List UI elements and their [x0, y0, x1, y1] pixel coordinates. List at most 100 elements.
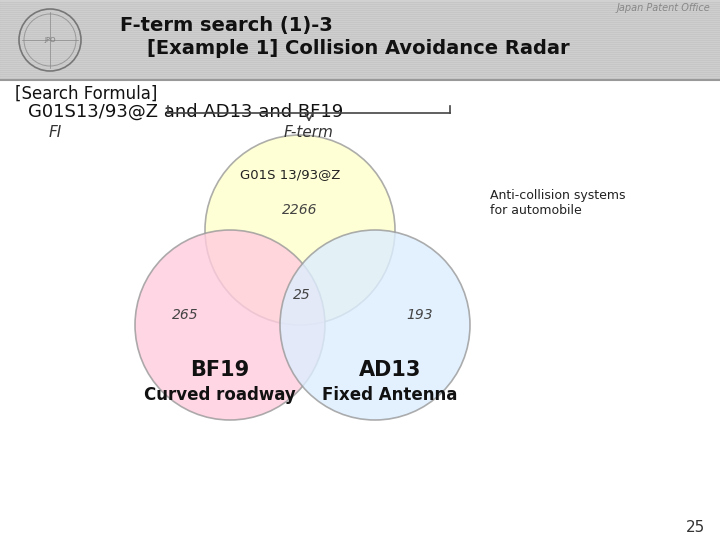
Text: 25: 25	[685, 520, 705, 535]
Bar	[0, 31, 720, 32]
Bar	[0, 68, 720, 69]
Text: F-term: F-term	[284, 125, 334, 140]
Bar	[0, 53, 720, 54]
Circle shape	[205, 135, 395, 325]
Text: Curved roadway: Curved roadway	[144, 386, 296, 404]
Bar	[0, 35, 720, 36]
Text: G01S13/93@Z and AD13 and BF19: G01S13/93@Z and AD13 and BF19	[28, 103, 343, 121]
Bar	[0, 11, 720, 12]
Bar	[0, 76, 720, 77]
Bar	[0, 55, 720, 56]
Text: Japan Patent Office: Japan Patent Office	[616, 3, 710, 13]
Text: [Example 1] Collision Avoidance Radar: [Example 1] Collision Avoidance Radar	[120, 38, 570, 57]
Text: Fixed Antenna: Fixed Antenna	[323, 386, 458, 404]
Circle shape	[135, 230, 325, 420]
Bar	[0, 21, 720, 22]
Bar	[0, 32, 720, 33]
Bar	[0, 57, 720, 58]
Bar	[0, 37, 720, 38]
Bar	[0, 56, 720, 57]
Bar	[0, 79, 720, 80]
Bar	[0, 28, 720, 29]
Bar	[0, 49, 720, 50]
Text: for automobile: for automobile	[490, 204, 582, 217]
Bar	[0, 48, 720, 49]
Bar	[0, 66, 720, 67]
Bar	[0, 10, 720, 11]
Bar	[0, 20, 720, 21]
Bar	[0, 33, 720, 34]
Bar	[0, 58, 720, 59]
Bar	[0, 26, 720, 27]
Text: F-term search (1)-3: F-term search (1)-3	[120, 16, 333, 35]
Bar	[0, 22, 720, 23]
Bar	[0, 12, 720, 13]
Bar	[0, 3, 720, 4]
Bar	[0, 13, 720, 14]
Bar	[0, 1, 720, 2]
Bar	[0, 63, 720, 64]
Bar	[0, 62, 720, 63]
Bar	[0, 77, 720, 78]
Bar	[0, 61, 720, 62]
Bar	[0, 14, 720, 15]
Bar	[0, 69, 720, 70]
Text: G01S 13/93@Z: G01S 13/93@Z	[240, 168, 340, 181]
Bar	[0, 60, 720, 61]
Bar	[0, 6, 720, 7]
Bar	[0, 74, 720, 75]
Bar	[0, 67, 720, 68]
Bar	[0, 54, 720, 55]
Bar	[0, 25, 720, 26]
Circle shape	[280, 230, 470, 420]
Bar	[0, 59, 720, 60]
Text: [Search Formula]: [Search Formula]	[15, 85, 158, 103]
Bar	[0, 46, 720, 47]
Bar	[0, 29, 720, 30]
Bar	[0, 45, 720, 46]
Bar	[0, 70, 720, 71]
Bar	[0, 27, 720, 28]
Bar	[0, 75, 720, 76]
Bar	[0, 19, 720, 20]
Bar	[0, 9, 720, 10]
Text: AD13: AD13	[359, 360, 421, 380]
Text: 2266: 2266	[282, 203, 318, 217]
Bar	[0, 16, 720, 17]
Bar	[0, 39, 720, 40]
Bar	[0, 0, 720, 80]
Bar	[0, 8, 720, 9]
Bar	[0, 44, 720, 45]
Bar	[0, 4, 720, 5]
Bar	[0, 47, 720, 48]
Bar	[0, 64, 720, 65]
Bar	[0, 2, 720, 3]
Bar	[0, 15, 720, 16]
Bar	[0, 41, 720, 42]
Bar	[0, 36, 720, 37]
Bar	[0, 38, 720, 39]
Text: BF19: BF19	[190, 360, 250, 380]
Text: 25: 25	[293, 288, 311, 302]
Bar	[0, 80, 720, 540]
Bar	[0, 42, 720, 43]
Text: Anti-collision systems: Anti-collision systems	[490, 188, 626, 201]
Text: 193: 193	[407, 308, 433, 322]
Bar	[0, 30, 720, 31]
Bar	[0, 0, 720, 1]
Bar	[0, 40, 720, 41]
Bar	[0, 43, 720, 44]
Bar	[0, 18, 720, 19]
Bar	[0, 72, 720, 73]
Bar	[0, 78, 720, 79]
Bar	[0, 73, 720, 74]
Bar	[0, 51, 720, 52]
Bar	[0, 5, 720, 6]
Bar	[0, 17, 720, 18]
Text: 265: 265	[171, 308, 198, 322]
Text: FI: FI	[48, 125, 62, 140]
Bar	[0, 34, 720, 35]
Bar	[0, 65, 720, 66]
Bar	[0, 23, 720, 24]
Bar	[0, 7, 720, 8]
